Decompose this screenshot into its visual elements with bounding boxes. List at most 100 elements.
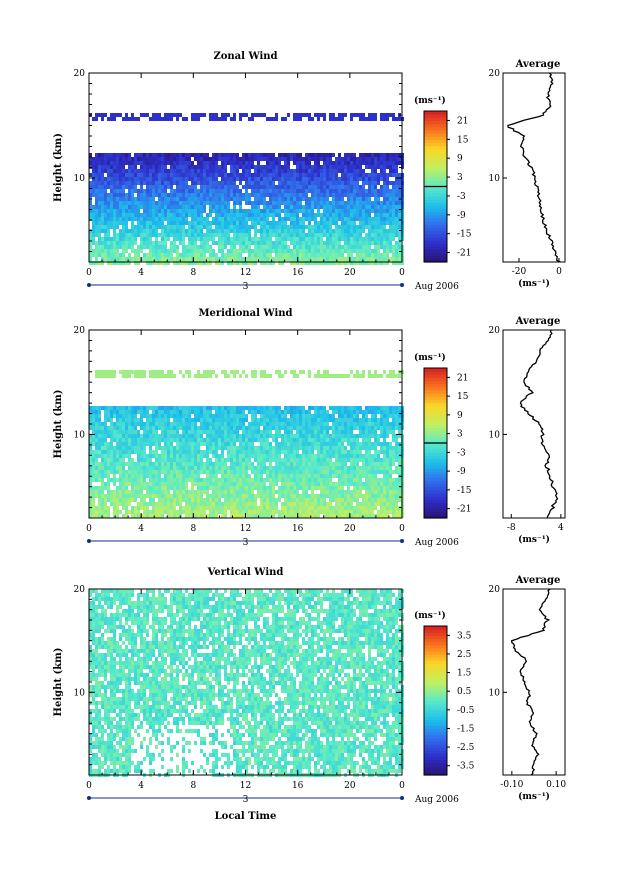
x-tick-label: 8 [190, 524, 196, 534]
colorbar-tick-label: -3 [457, 448, 466, 458]
colorbar-unit: (ms⁻¹) [414, 352, 446, 363]
profile-x-tick-label: -8 [507, 523, 516, 533]
profile-y-tick-label: 10 [489, 430, 501, 440]
x-tick-label: 20 [344, 268, 356, 278]
date-bar-start [87, 539, 91, 543]
colorbar-tick-label: -9 [457, 467, 466, 477]
colorbar-tick-label: -3.5 [457, 762, 475, 772]
x-tick-label: 4 [138, 268, 144, 278]
profile-unit: (ms⁻¹) [518, 278, 550, 289]
date-bar-start [87, 283, 91, 287]
date-day: 3 [243, 538, 249, 548]
colorbar-unit: (ms⁻¹) [414, 95, 446, 106]
colorbar-tick-label: 0.5 [457, 687, 472, 697]
x-tick-label: 4 [138, 781, 144, 791]
colorbar-tick-label: -21 [457, 505, 472, 515]
x-tick-label: 20 [344, 524, 356, 534]
x-tick-label: 12 [240, 781, 251, 791]
colorbar-tick-label: 15 [457, 392, 469, 402]
colorbar: (ms⁻¹) 21 15 9 3 -3 -9 -15 -21 [414, 95, 472, 263]
colorbar-tick-label: 3.5 [457, 631, 472, 641]
date-bar-end [400, 539, 404, 543]
date-label: Aug 2006 [414, 538, 459, 548]
profile-y-tick-label: 20 [489, 585, 501, 595]
x-axis-label: Local Time [215, 811, 277, 822]
colorbar-tick-label: -2.5 [457, 743, 475, 753]
colorbar-tick-label: -15 [457, 486, 472, 496]
colorbar-tick-label: 3 [457, 173, 463, 183]
date-label: Aug 2006 [414, 795, 459, 805]
x-tick-label: 8 [190, 781, 196, 791]
colorbar-tick-label: 2.5 [457, 650, 472, 660]
heatmap-cells [89, 113, 404, 265]
colorbar-tick-label: -9 [457, 211, 466, 221]
chart-title: Zonal Wind [213, 51, 277, 62]
date-label: Aug 2006 [414, 282, 459, 292]
chart-title: Meridional Wind [198, 308, 292, 319]
x-tick-label: 0 [86, 781, 92, 791]
colorbar-tick-label: -1.5 [457, 724, 475, 734]
colorbar-tick-label: -21 [457, 249, 472, 259]
profile-line [512, 589, 550, 775]
profile-y-tick-label: 20 [489, 69, 501, 79]
y-tick-label: 10 [74, 688, 86, 698]
x-tick-label: 12 [240, 268, 251, 278]
x-tick-label: 16 [292, 781, 304, 791]
colorbar-tick-label: -15 [457, 230, 472, 240]
colorbar-tick-label: -3 [457, 192, 466, 202]
profile-y-tick-label: 20 [489, 326, 501, 336]
colorbar-tick-label: 15 [457, 135, 469, 145]
y-axis-label: Height (km) [53, 648, 64, 717]
colorbar-tick-label: 21 [457, 373, 468, 383]
x-tick-label: 0 [399, 781, 405, 791]
y-axis-label: Height (km) [53, 133, 64, 202]
chart-title: Vertical Wind [207, 567, 284, 578]
profile-line [508, 73, 561, 262]
x-tick-label: 0 [86, 268, 92, 278]
colorbar-unit: (ms⁻¹) [414, 610, 446, 621]
x-tick-label: 16 [292, 524, 304, 534]
x-tick-label: 12 [240, 524, 251, 534]
date-day: 3 [243, 795, 249, 805]
profile-x-tick-label: -20 [512, 267, 527, 277]
colorbar-tick-label: 3 [457, 430, 463, 440]
date-bar-end [400, 283, 404, 287]
y-axis-label: Height (km) [53, 390, 64, 459]
colorbar-tick-label: -0.5 [457, 706, 475, 716]
panel-vertical-wind: Vertical Wind 0 4 8 12 16 20 0 3 Aug 2006 Local Ti… [53, 567, 566, 822]
x-tick-label: 16 [292, 268, 304, 278]
x-tick-label: 0 [86, 524, 92, 534]
profile-x-tick-label: 4 [558, 523, 564, 533]
date-day: 3 [243, 282, 249, 292]
profile-unit: (ms⁻¹) [518, 791, 550, 802]
panel-meridional-wind: Meridional Wind 0 4 8 12 16 20 0 3 Aug 2006 10 20 He… [53, 308, 565, 548]
y-tick-label: 20 [74, 585, 86, 595]
x-tick-label: 0 [399, 524, 405, 534]
profile-y-tick-label: 10 [489, 174, 501, 184]
colorbar-tick-label: 9 [457, 154, 463, 164]
y-tick-label: 20 [74, 326, 86, 336]
colorbar-tick-label: 1.5 [457, 669, 472, 679]
x-tick-label: 8 [190, 268, 196, 278]
x-tick-label: 4 [138, 524, 144, 534]
y-tick-label: 10 [74, 430, 86, 440]
date-bar-start [87, 796, 91, 800]
date-bar-end [400, 796, 404, 800]
profile-title: Average [515, 59, 561, 70]
y-tick-label: 20 [74, 69, 86, 79]
profile-title: Average [515, 575, 561, 586]
x-tick-label: 0 [399, 268, 405, 278]
profile-title: Average [515, 316, 561, 327]
profile-y-tick-label: 10 [489, 688, 501, 698]
profile-line [521, 330, 558, 518]
heatmap-cells [89, 370, 404, 518]
colorbar-tick-label: 21 [457, 116, 468, 126]
heatmap-cells [89, 589, 404, 777]
panel-zonal-wind: Zonal Wind 0 4 8 12 16 20 0 3 Aug 2006 10 20 Height … [53, 51, 565, 292]
profile-x-tick-label: -0.10 [500, 780, 523, 790]
